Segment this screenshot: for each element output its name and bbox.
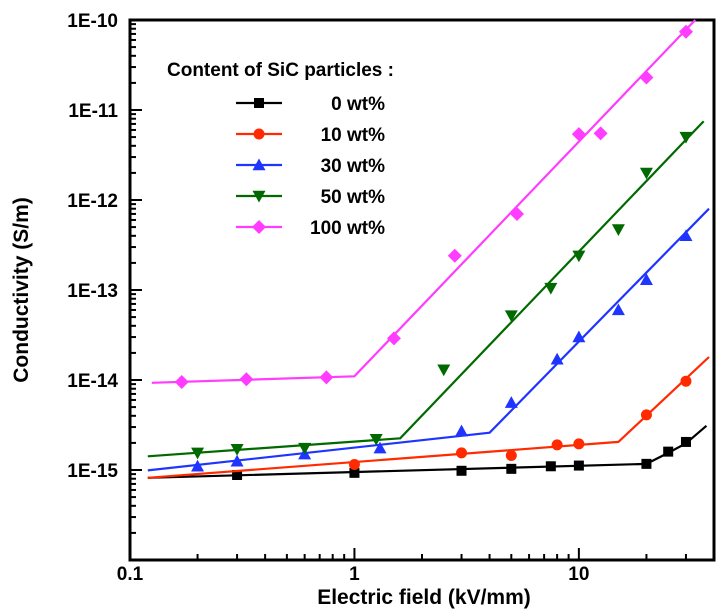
data-point — [349, 467, 360, 478]
data-point — [174, 375, 189, 390]
legend-label: 10 wt% — [321, 125, 386, 146]
legend-item-50-wt: 50 wt% — [236, 187, 385, 208]
data-point — [680, 436, 691, 447]
y-axis-title: Conductivity (S/m) — [10, 197, 33, 383]
data-point — [369, 433, 383, 446]
series-10-wt — [147, 356, 710, 479]
data-point — [386, 331, 401, 346]
data-point — [505, 449, 517, 461]
data-point — [640, 409, 652, 421]
data-point — [639, 70, 654, 85]
legend-label: 30 wt% — [321, 156, 386, 177]
fit-line-10-wt — [147, 356, 710, 479]
data-point — [571, 127, 586, 142]
legend-item-100-wt: 100 wt% — [236, 218, 385, 239]
data-point — [239, 372, 254, 387]
legend-marker — [253, 128, 265, 140]
data-point — [545, 461, 556, 472]
axis-ticks — [129, 19, 715, 561]
data-point — [506, 463, 517, 474]
data-point — [348, 459, 360, 471]
series-50-wt — [147, 120, 705, 460]
legend-marker — [252, 158, 266, 171]
data-point — [456, 447, 468, 459]
data-point — [572, 330, 586, 343]
y-tick-label: 1E-13 — [67, 281, 118, 302]
data-point — [680, 375, 692, 387]
data-point — [437, 364, 451, 377]
data-point — [572, 250, 586, 263]
legend-marker — [252, 190, 266, 203]
data-point — [191, 459, 205, 472]
data-point — [573, 438, 585, 450]
legend-label: 100 wt% — [310, 218, 385, 239]
data-point — [551, 439, 563, 451]
legend-label: 0 wt% — [331, 94, 385, 115]
fit-line-100-wt — [151, 19, 696, 384]
y-tick-label: 1E-10 — [67, 11, 118, 32]
data-point — [373, 441, 387, 454]
legend-label: 50 wt% — [321, 187, 386, 208]
data-point — [456, 465, 467, 476]
data-point — [550, 352, 564, 365]
data-point — [455, 424, 469, 437]
data-point — [230, 444, 244, 456]
data-point — [678, 24, 693, 39]
series-0-wt — [147, 424, 708, 480]
data-point — [191, 447, 205, 460]
data-point — [230, 454, 244, 467]
legend-item-10-wt: 10 wt% — [236, 125, 385, 146]
fit-line-30-wt — [147, 207, 710, 472]
data-point — [663, 446, 674, 457]
series-100-wt — [151, 19, 696, 390]
axis-tick-labels: 0.1 1 10 1E-15 1E-14 1E-13 1E-12 1E-11 1E-10 — [67, 11, 589, 585]
legend-marker — [254, 98, 264, 108]
data-point — [319, 370, 334, 385]
data-point — [504, 310, 518, 323]
data-point — [509, 206, 524, 221]
data-point — [641, 458, 652, 469]
y-tick-label: 1E-15 — [67, 461, 118, 482]
data-point — [447, 248, 462, 263]
data-point — [611, 224, 625, 237]
x-axis-title: Electric field (kV/mm) — [317, 586, 531, 609]
data-point — [504, 396, 518, 408]
data-point — [679, 131, 693, 144]
data-point — [679, 229, 693, 242]
data-point — [298, 442, 312, 455]
data-point — [639, 167, 653, 180]
x-tick-label: 0.1 — [117, 564, 144, 585]
data-point — [573, 460, 584, 471]
legend-item-30-wt: 30 wt% — [236, 156, 385, 177]
legend: Content of SiC particles : 0 wt% 10 wt% 30… — [167, 60, 394, 239]
series-30-wt — [147, 207, 710, 472]
plot-frame — [128, 18, 716, 562]
legend-marker — [252, 220, 266, 234]
legend-title: Content of SiC particles : — [167, 60, 394, 81]
y-tick-label: 1E-11 — [68, 101, 118, 122]
data-point — [593, 126, 608, 141]
fit-line-50-wt — [147, 120, 705, 458]
fit-line-0-wt — [147, 424, 708, 479]
series-layer — [147, 19, 710, 480]
data-point — [544, 282, 558, 295]
y-tick-label: 1E-14 — [67, 371, 118, 392]
data-point — [611, 303, 625, 316]
x-tick-label: 1 — [349, 564, 360, 585]
x-tick-label: 10 — [568, 564, 589, 585]
data-point — [639, 273, 653, 285]
legend-item-0-wt: 0 wt% — [236, 94, 385, 115]
data-point — [232, 469, 243, 480]
y-tick-label: 1E-12 — [67, 191, 118, 212]
